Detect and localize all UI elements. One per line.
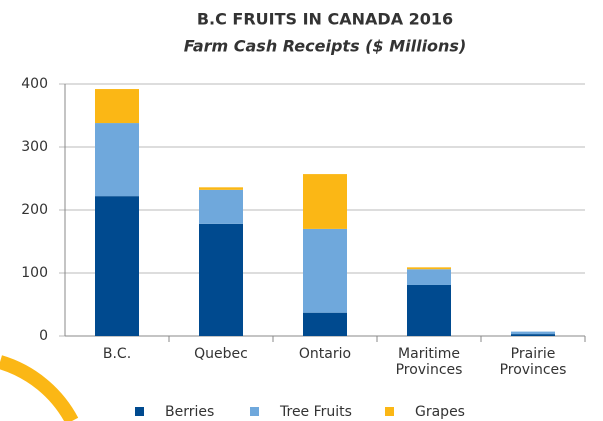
- bar-segment: [199, 223, 243, 336]
- legend-swatch: [385, 407, 394, 416]
- chart-title: B.C FRUITS IN CANADA 2016: [197, 10, 453, 29]
- legend-label: Berries: [165, 404, 214, 420]
- y-tick-label: 300: [21, 139, 48, 155]
- bar-segment: [303, 228, 347, 313]
- bar-segment: [95, 196, 139, 336]
- legend-swatch: [135, 407, 144, 416]
- x-tick-label: Prairie Provinces: [499, 346, 567, 378]
- y-tick-label: 400: [21, 76, 48, 92]
- bar-segment: [303, 312, 347, 336]
- decor-arc: [0, 355, 79, 421]
- bar-segment: [95, 89, 139, 124]
- x-tick-label: Maritime Provinces: [395, 346, 463, 378]
- bar-segment: [511, 331, 555, 335]
- bar-segment: [199, 189, 243, 224]
- bar-segment: [407, 267, 451, 270]
- bar-segment: [407, 284, 451, 336]
- bar-segment: [511, 334, 555, 336]
- x-tick-label: B.C.: [102, 346, 132, 362]
- y-tick-label: 0: [39, 328, 48, 344]
- y-tick-label: 200: [21, 202, 48, 218]
- bar-segment: [95, 123, 139, 197]
- legend-label: Tree Fruits: [279, 404, 352, 420]
- x-tick-label: Quebec: [194, 346, 248, 362]
- bar-segment: [407, 269, 451, 285]
- chart-subtitle: Farm Cash Receipts ($ Millions): [184, 37, 467, 56]
- x-tick-label: Ontario: [298, 346, 352, 362]
- legend-swatch: [250, 407, 259, 416]
- bar-segment: [303, 174, 347, 229]
- y-tick-label: 100: [21, 265, 48, 281]
- bar-segment: [199, 187, 243, 190]
- legend-label: Grapes: [415, 404, 465, 420]
